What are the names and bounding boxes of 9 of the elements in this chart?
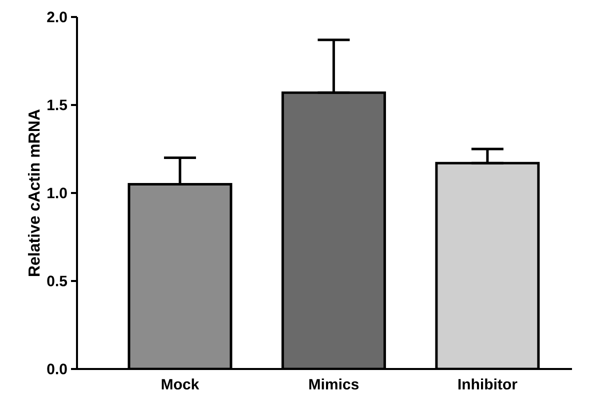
- x-tick-label: Mock: [162, 378, 200, 390]
- y-axis-title: Relative cActin mRNA: [28, 109, 40, 276]
- x-tick-label: Mimics: [309, 378, 359, 390]
- y-tick-label: 0.0: [47, 364, 67, 374]
- y-tick-label: 1.5: [48, 100, 68, 110]
- x-tick-label: Inhibitor: [458, 378, 518, 390]
- y-tick-label: 0.5: [47, 276, 68, 286]
- y-tick-label: 2.0: [47, 12, 67, 22]
- y-tick-label: 1.0: [48, 188, 67, 198]
